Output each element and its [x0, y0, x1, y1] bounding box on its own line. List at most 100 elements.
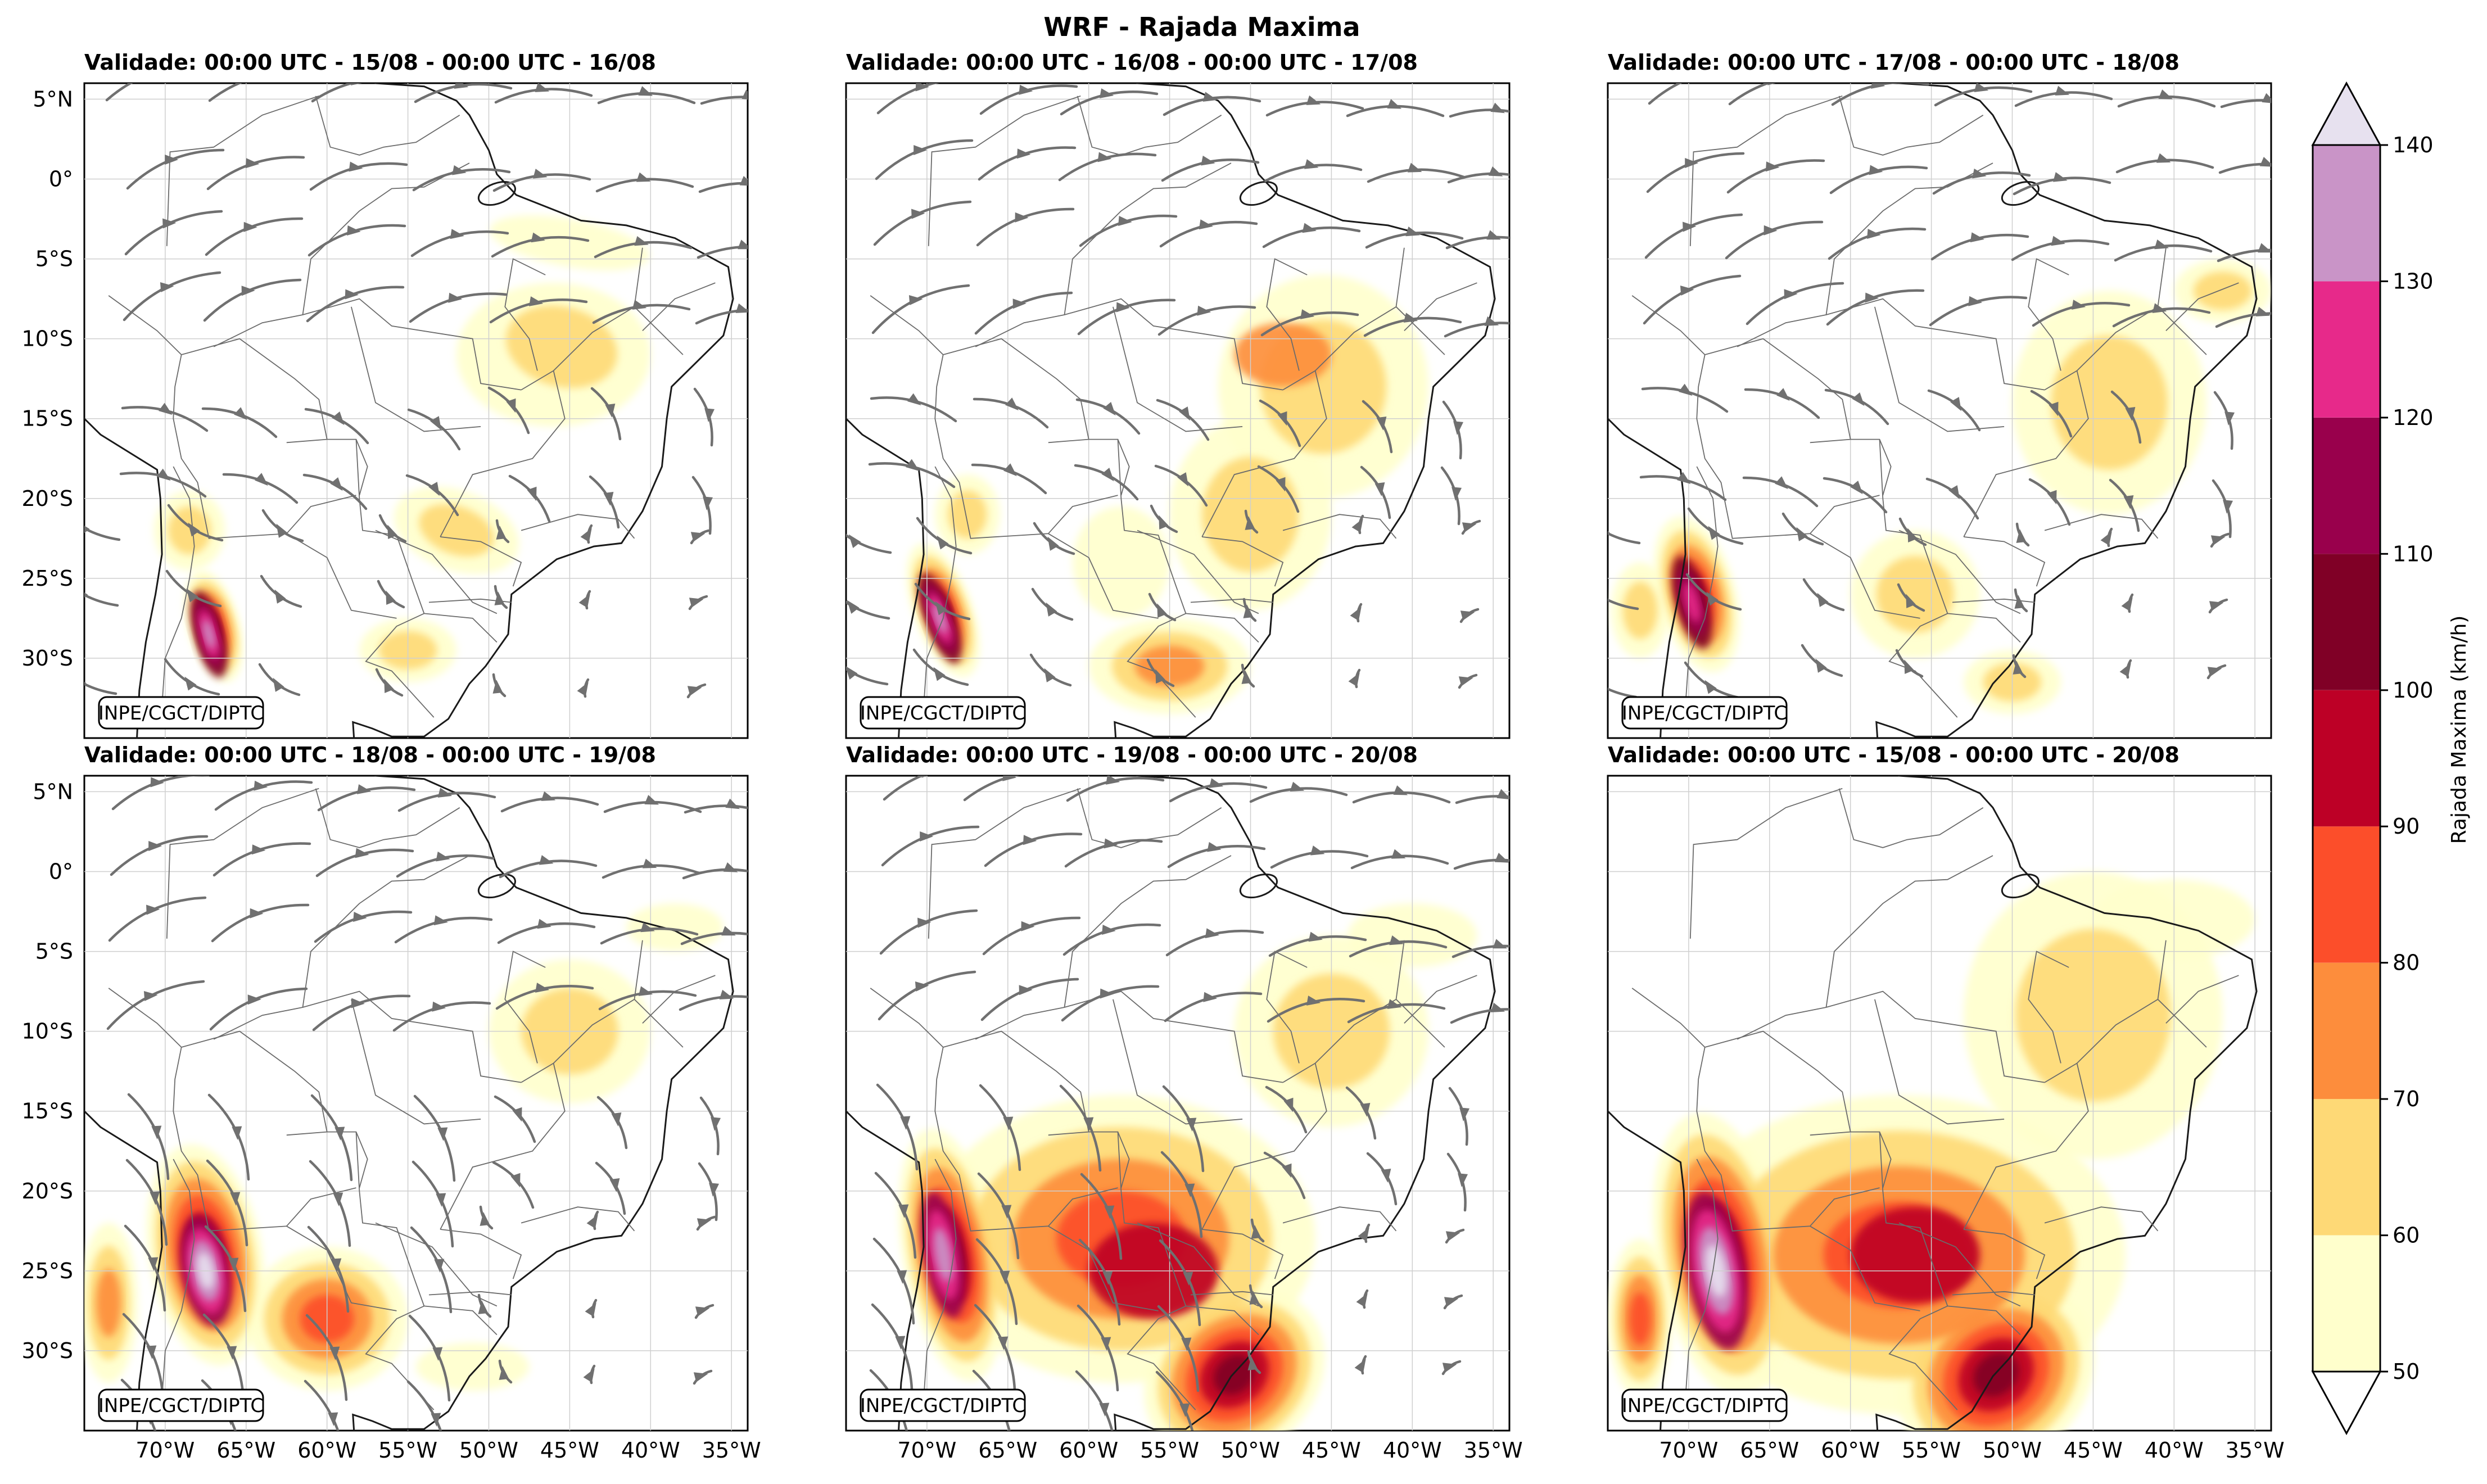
- streamline-arrow: [162, 218, 177, 229]
- streamline-arrow: [2158, 89, 2173, 99]
- streamline-arrow: [1356, 1293, 1368, 1307]
- streamline-arrow: [644, 795, 659, 805]
- gridlines: [846, 776, 1509, 1431]
- panel-title: Validade: 00:00 UTC - 19/08 - 00:00 UTC …: [846, 743, 1418, 767]
- credit-label: INPE/CGCT/DIPTC: [860, 1395, 1025, 1417]
- streamline-arrow: [150, 777, 164, 788]
- state-border: [173, 1047, 356, 1232]
- colorbar-segment: [2313, 1235, 2380, 1372]
- streamline-arrow: [914, 145, 928, 155]
- streamline-arrow: [541, 791, 556, 801]
- streamline-arrow: [506, 398, 516, 413]
- streamline-arrow: [527, 486, 537, 501]
- lat-tick-label: 5°N: [33, 779, 73, 804]
- state-border: [1266, 258, 1308, 371]
- streamline-arrow: [1445, 1231, 1460, 1241]
- streamline-arrow: [1350, 607, 1362, 621]
- streamline-arrow: [1708, 526, 1720, 540]
- streamline-arrow: [1387, 999, 1402, 1009]
- state-border: [2044, 514, 2159, 539]
- state-border: [2028, 951, 2069, 1064]
- streamline-arrow: [2156, 153, 2171, 163]
- streamline-arrow: [725, 798, 740, 809]
- streamline-arrow: [188, 522, 200, 537]
- panel-title: Validade: 00:00 UTC - 16/08 - 00:00 UTC …: [846, 50, 1418, 75]
- streamline-arrow: [2055, 85, 2070, 96]
- coastline: [1608, 1110, 1686, 1431]
- streamline-arrow: [1950, 397, 1962, 411]
- streamline-arrow: [357, 784, 372, 794]
- streamline-arrow: [1019, 84, 1033, 95]
- state-border: [302, 162, 470, 315]
- state-border: [351, 999, 481, 1125]
- state-border: [1190, 1291, 1273, 1296]
- streamline-arrow: [148, 841, 162, 851]
- streamline-arrow: [276, 523, 288, 538]
- streamline-arrow: [353, 912, 367, 922]
- state-border: [1113, 306, 1243, 432]
- streamline-arrow: [1019, 985, 1033, 996]
- streamline-arrow: [255, 473, 268, 486]
- state-border: [1048, 1225, 1159, 1311]
- streamline-arrow: [1083, 1117, 1094, 1131]
- streamline-arrow: [1159, 515, 1169, 530]
- marajo-island: [477, 181, 516, 206]
- state-border: [315, 788, 460, 848]
- lon-tick-label: 65°W: [1740, 1438, 1799, 1463]
- streamline-arrow: [159, 402, 173, 415]
- gust-contour: [948, 490, 987, 539]
- state-border: [1186, 613, 1259, 643]
- state-border: [1064, 162, 1232, 315]
- streamline-arrow: [184, 676, 197, 691]
- streamline-arrow: [1358, 1227, 1369, 1242]
- streamline-arrow: [254, 780, 268, 791]
- streamline-arrow: [1462, 522, 1477, 532]
- state-border: [1964, 1229, 2046, 1279]
- streamline-arrow: [430, 416, 442, 431]
- lon-tick-label: 70°W: [135, 1438, 195, 1463]
- state-border: [1689, 788, 1843, 939]
- streamline-arrow: [1407, 162, 1422, 173]
- streamline-arrow: [1906, 594, 1916, 609]
- lon-tick-label: 40°W: [2145, 1438, 2204, 1463]
- streamline-arrow: [1677, 472, 1691, 485]
- streamline-arrow: [1116, 302, 1130, 313]
- state-border: [1404, 975, 1477, 1024]
- streamline-arrow: [1776, 388, 1790, 401]
- gust-contour: [1973, 1352, 2019, 1397]
- streamline-arrow: [150, 1191, 160, 1205]
- streamline-arrow: [2049, 401, 2059, 417]
- state-border: [521, 1206, 635, 1232]
- streamline-arrow: [1403, 313, 1418, 323]
- streamline-arrow: [2209, 601, 2224, 611]
- state-border: [1689, 95, 1843, 246]
- credit-box: INPE/CGCT/DIPTC: [98, 696, 264, 730]
- streamline-arrow: [533, 169, 548, 179]
- gust-contour: [1622, 581, 1658, 639]
- streamline-arrow: [1157, 603, 1167, 618]
- streamline-arrow: [2223, 500, 2233, 514]
- state-border: [355, 439, 435, 718]
- streamline-arrow: [1003, 1116, 1014, 1130]
- streamline-arrow: [1348, 672, 1360, 687]
- streamline-arrow: [1391, 849, 1406, 859]
- streamline-arrow: [2125, 406, 2136, 421]
- streamline-arrow: [897, 1270, 907, 1284]
- streamline-arrow: [1704, 680, 1717, 694]
- streamline-arrow: [1202, 92, 1218, 102]
- streamline-arrow: [478, 1300, 489, 1314]
- streamline-arrow: [1494, 853, 1509, 863]
- streamline-arrow: [1044, 668, 1056, 682]
- marajo-island: [1239, 874, 1278, 899]
- state-border: [553, 940, 643, 1064]
- streamline-arrow: [247, 994, 261, 1005]
- lat-tick-label: 25°S: [22, 566, 73, 591]
- streamline-arrow: [998, 1336, 1009, 1350]
- streamline-arrow: [738, 239, 748, 250]
- streamline-arrow: [739, 176, 748, 186]
- colorbar-tick-label: 80: [2393, 951, 2420, 975]
- streamline-arrow: [847, 600, 860, 614]
- lon-tick-label: 55°W: [378, 1438, 437, 1463]
- streamline-arrow: [2259, 157, 2271, 167]
- streamline-arrow: [915, 83, 929, 92]
